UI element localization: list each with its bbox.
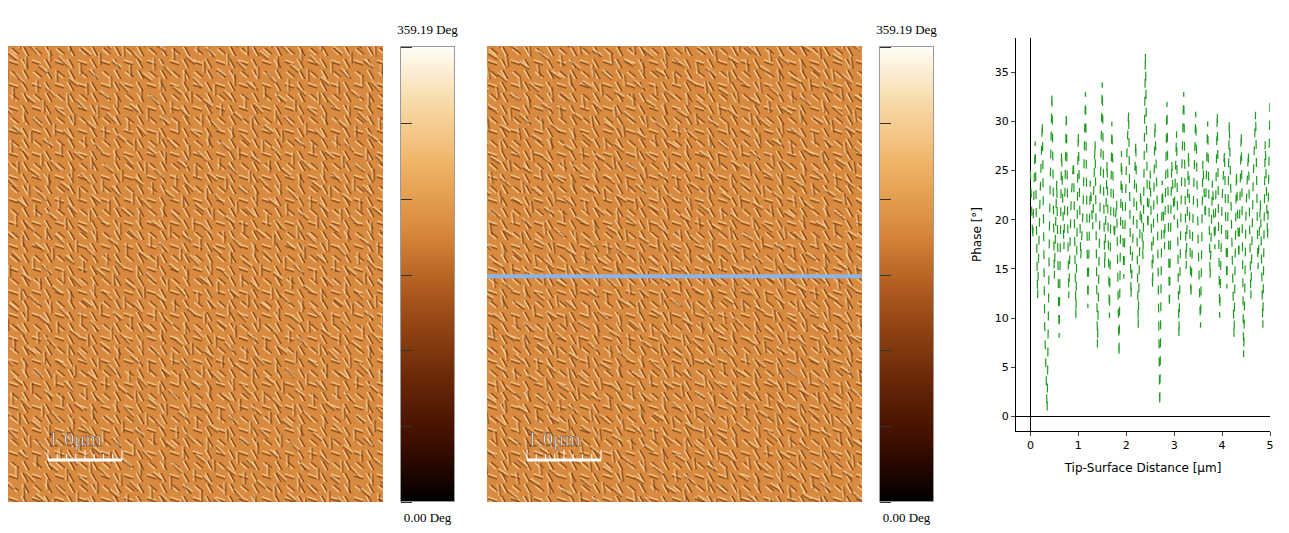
html-text:359.19 Deg: 359.19 Deg: [876, 22, 937, 37]
svg-text:1: 1: [1075, 439, 1082, 452]
svg-text:Tip-Surface Distance [µm]: Tip-Surface Distance [µm]: [1064, 461, 1222, 475]
svg-text:Phase [°]: Phase [°]: [970, 207, 984, 262]
svg-text:4: 4: [1219, 439, 1226, 452]
svg-text:10: 10: [995, 312, 1009, 325]
svg-text:5: 5: [1267, 439, 1274, 452]
svg-text:5: 5: [1002, 361, 1009, 374]
html-text:0.00 Deg: 0.00 Deg: [882, 510, 931, 525]
svg-text:15: 15: [995, 263, 1009, 276]
svg-text:30: 30: [995, 115, 1009, 128]
html-text:359.19 Deg: 359.19 Deg: [397, 22, 458, 37]
svg-text:35: 35: [995, 66, 1009, 79]
svg-text:20: 20: [995, 214, 1009, 227]
svg-text:0: 0: [1027, 439, 1034, 452]
svg-text:3: 3: [1171, 439, 1178, 452]
svg-text:2: 2: [1123, 439, 1130, 452]
svg-text:1.0μm: 1.0μm: [48, 427, 102, 451]
svg-text:25: 25: [995, 164, 1009, 177]
svg-text:0: 0: [1002, 410, 1009, 423]
svg-text:1.0μm: 1.0μm: [527, 427, 581, 451]
html-text:0.00 Deg: 0.00 Deg: [403, 510, 452, 525]
